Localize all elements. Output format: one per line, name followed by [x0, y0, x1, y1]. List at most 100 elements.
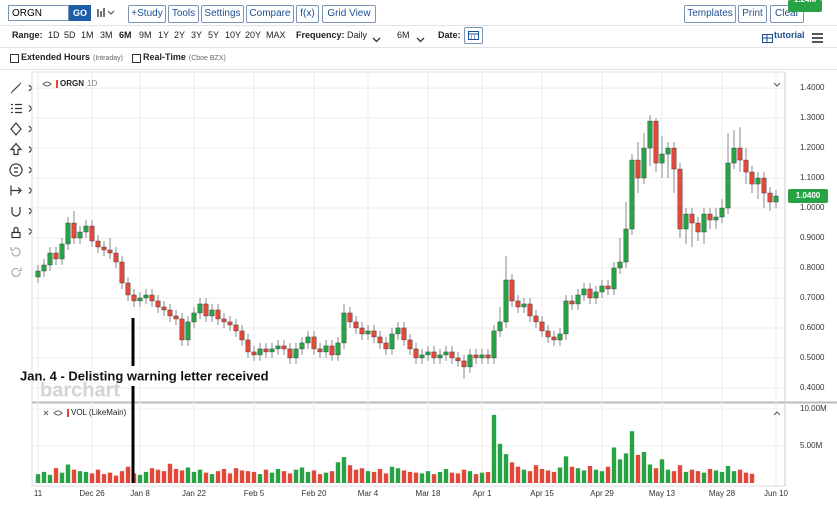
candle-body — [773, 195, 779, 203]
toolbar-button[interactable]: Settings — [201, 5, 244, 23]
candle-body — [233, 324, 239, 332]
candle-body — [587, 288, 593, 299]
volume-bar — [77, 471, 83, 483]
volume-bar — [569, 466, 575, 483]
toolbar-button[interactable]: Tools — [168, 5, 199, 23]
x-tick-label: Jan 22 — [182, 489, 207, 498]
chart-type-icon[interactable] — [96, 7, 115, 20]
toolbar-button[interactable]: Templates — [684, 5, 736, 23]
y-tick-label: 0.9000 — [800, 233, 825, 242]
range-option[interactable]: 20Y — [245, 30, 262, 40]
range-option[interactable]: 6M — [119, 30, 132, 40]
candle-body — [71, 222, 77, 239]
toolbar-button[interactable]: Grid View — [322, 5, 376, 23]
menu-icon[interactable] — [812, 30, 824, 48]
candle-body — [329, 345, 335, 356]
candle-body — [425, 351, 431, 356]
candle-body — [47, 252, 53, 266]
volume-bar — [545, 470, 551, 483]
candle-body — [209, 309, 215, 317]
volume-bar — [257, 474, 263, 483]
range-option[interactable]: 10Y — [225, 30, 242, 40]
volume-bar — [65, 464, 71, 483]
chevron — [416, 37, 425, 43]
range-option[interactable]: 5D — [64, 30, 76, 40]
toolbar-button[interactable]: +Study — [128, 5, 166, 23]
range-option[interactable]: 9M — [139, 30, 152, 40]
tool-icon — [11, 103, 22, 114]
range-option[interactable]: MAX — [266, 30, 286, 40]
candle-body — [521, 303, 527, 308]
range-option[interactable]: 1M — [81, 30, 94, 40]
frequency-select[interactable]: Daily — [347, 30, 368, 40]
volume-bar — [53, 468, 59, 483]
range-option[interactable]: 1D — [48, 30, 60, 40]
volume-bar — [467, 471, 473, 483]
volume-bar — [59, 472, 65, 483]
y-tick-label: 1.0000 — [800, 203, 825, 212]
candle-body — [545, 330, 551, 338]
toolbar-button[interactable]: Compare — [246, 5, 294, 23]
candle-body — [335, 342, 341, 356]
volume-bar — [221, 468, 227, 483]
checkbox[interactable] — [132, 54, 141, 63]
volume-bar — [713, 470, 719, 483]
candle-body — [143, 294, 149, 299]
range-option[interactable]: 3Y — [191, 30, 203, 40]
volume-bar — [461, 469, 467, 483]
dropdown-arrow — [372, 31, 381, 49]
volume-bar — [629, 431, 635, 483]
x-tick-label: Apr 1 — [472, 489, 492, 498]
range-option[interactable]: 1Y — [158, 30, 170, 40]
x-tick-label: Mar 18 — [416, 489, 441, 498]
volume-bar — [35, 474, 41, 483]
range-option[interactable]: 3M — [100, 30, 113, 40]
candle-body — [557, 333, 563, 341]
candle-body — [629, 159, 635, 230]
candle-body — [83, 225, 89, 233]
volume-bar — [497, 443, 503, 483]
range-option[interactable]: 5Y — [208, 30, 220, 40]
candle-body — [341, 312, 347, 344]
checkbox[interactable] — [10, 54, 19, 63]
candle-body — [179, 318, 185, 341]
volume-bar — [563, 456, 569, 483]
volume-bar — [209, 474, 215, 483]
series-marker — [56, 80, 58, 88]
volume-bar — [605, 466, 611, 483]
candle-body — [443, 351, 449, 356]
period-select[interactable]: 6M — [397, 30, 410, 40]
candle-body — [515, 300, 521, 308]
go-button[interactable]: GO — [69, 5, 91, 21]
candle-body — [275, 345, 281, 350]
tool-icon — [9, 142, 23, 156]
date-picker[interactable] — [464, 27, 483, 44]
tool-icon — [11, 267, 22, 278]
candle-body — [671, 147, 677, 170]
volume-bar — [491, 414, 497, 483]
annotation: Jan. 4 - Delisting warning letter receiv… — [20, 368, 269, 383]
volume-bar — [251, 471, 257, 483]
volume-bar — [197, 469, 203, 483]
tutorial-link[interactable]: tutorial — [774, 30, 805, 40]
candle-body — [239, 330, 245, 341]
candle-body — [713, 216, 719, 221]
candle-body — [563, 300, 569, 335]
x-tick-label: Apr 29 — [590, 489, 614, 498]
candle-body — [203, 303, 209, 317]
toolbar-button[interactable]: Print — [738, 5, 767, 23]
symbol-input[interactable]: ORGN — [8, 5, 69, 21]
range-option[interactable]: 2Y — [174, 30, 186, 40]
tool-icon — [11, 207, 21, 217]
candle-body — [647, 120, 653, 149]
volume-bar — [695, 471, 701, 483]
toolbar-button[interactable]: f(x) — [296, 5, 319, 23]
candle-body — [305, 336, 311, 344]
volume-bar — [587, 465, 593, 483]
volume-bar — [623, 453, 629, 483]
option-text: Extended Hours — [21, 52, 91, 62]
option-label[interactable]: Real-Time (Cboe BZX) — [143, 52, 226, 62]
option-label[interactable]: Extended Hours (Intraday) — [21, 52, 123, 62]
volume-bar — [653, 468, 659, 483]
volume-bar — [557, 467, 563, 483]
